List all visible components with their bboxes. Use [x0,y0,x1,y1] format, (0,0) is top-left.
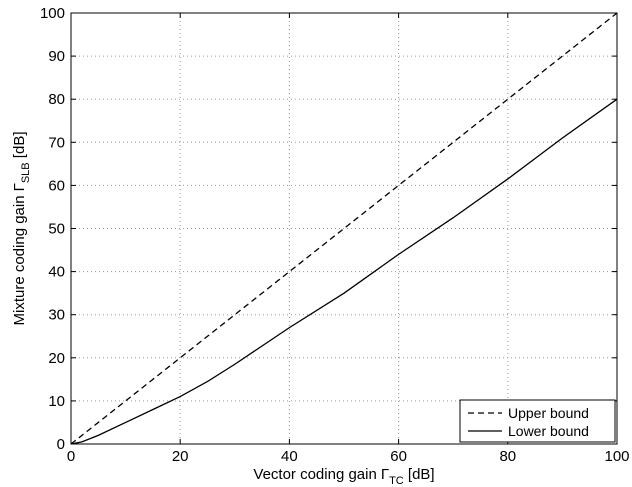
x-tick-label: 60 [390,448,407,465]
y-tick-label: 70 [48,134,65,151]
legend-box [459,399,616,443]
y-tick-label: 10 [48,393,65,410]
y-tick-label: 100 [40,5,65,22]
x-tick-label: 40 [281,448,298,465]
y-axis-label: Mixture coding gainΓSLB [dB] [11,132,32,326]
x-tick-label: 0 [67,448,75,465]
grid [71,13,617,444]
series-layer [70,12,618,445]
y-tick-label: 80 [48,91,65,108]
y-tick-label: 50 [48,221,65,238]
legend: Upper bound Lower bound [459,399,616,443]
x-tick-label: 100 [604,448,629,465]
x-tick-label: 20 [172,448,189,465]
series-line-lower-bound [70,98,618,445]
series-line-upper-bound [70,12,618,445]
x-tick-label: 80 [499,448,516,465]
x-axis-label: Vector coding gain ΓTC [dB] [253,466,434,487]
y-tick-label: 20 [48,350,65,367]
y-tick-label: 40 [48,264,65,281]
y-tick-label: 0 [57,436,65,453]
legend-label-upper-bound: Upper bound [508,405,589,421]
tick-labels: 0 20 40 60 80 100 0 10 20 30 40 50 60 70 80 90 100 [40,5,630,465]
y-tick-label: 30 [48,307,65,324]
legend-label-lower-bound: Lower bound [508,423,589,439]
y-tick-label: 60 [48,177,65,194]
y-tick-label: 90 [48,48,65,65]
